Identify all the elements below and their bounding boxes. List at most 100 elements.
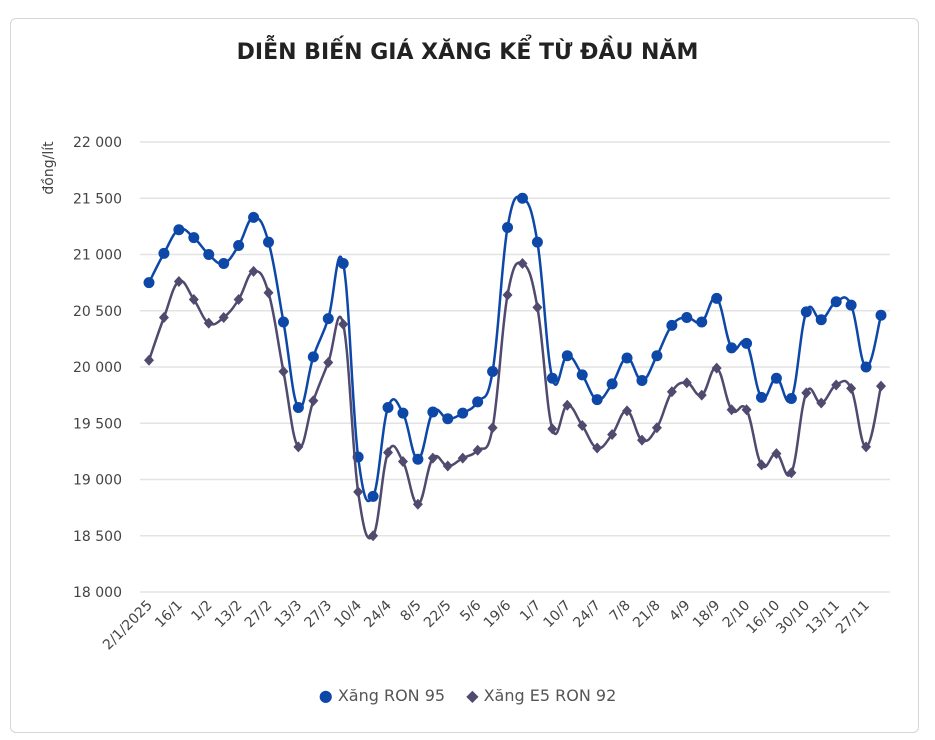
data-point bbox=[383, 447, 394, 458]
data-point bbox=[681, 312, 693, 323]
data-point bbox=[531, 236, 543, 248]
legend: ● Xăng RON 95 ◆ Xăng E5 RON 92 bbox=[0, 686, 935, 705]
data-point bbox=[666, 386, 677, 398]
data-point bbox=[323, 357, 334, 368]
data-point bbox=[741, 404, 752, 416]
data-point bbox=[263, 236, 275, 248]
x-tick-label: 27/2 bbox=[242, 598, 276, 632]
x-tick-label: 21/8 bbox=[630, 598, 664, 632]
x-tick-label: 13/2 bbox=[212, 598, 246, 632]
data-point bbox=[277, 316, 289, 328]
x-tick-label: 19/6 bbox=[481, 597, 515, 631]
legend-item-e5[interactable]: ◆ Xăng E5 RON 92 bbox=[466, 686, 616, 705]
data-point bbox=[861, 441, 872, 453]
data-point bbox=[562, 399, 573, 411]
data-point bbox=[815, 314, 827, 326]
data-point bbox=[516, 192, 528, 204]
data-point bbox=[741, 337, 753, 349]
data-point bbox=[427, 406, 439, 418]
data-point bbox=[218, 258, 230, 269]
data-point bbox=[845, 299, 857, 311]
data-point bbox=[382, 402, 394, 413]
data-point bbox=[756, 459, 767, 471]
data-point bbox=[203, 249, 215, 260]
data-point bbox=[576, 369, 588, 381]
data-point bbox=[188, 232, 200, 244]
data-point bbox=[367, 490, 379, 502]
data-point bbox=[875, 309, 887, 321]
data-point bbox=[726, 404, 737, 416]
data-point bbox=[577, 420, 588, 431]
y-tick-label: 20 000 bbox=[73, 360, 122, 376]
data-point bbox=[203, 317, 214, 329]
data-point bbox=[651, 422, 662, 434]
data-point bbox=[876, 380, 886, 392]
data-point bbox=[472, 444, 483, 456]
data-point bbox=[248, 211, 260, 223]
data-point bbox=[472, 396, 484, 408]
data-point bbox=[188, 294, 199, 305]
data-point bbox=[292, 402, 304, 413]
data-point bbox=[173, 224, 185, 236]
y-tick-label: 21 000 bbox=[73, 248, 122, 264]
data-point bbox=[263, 287, 274, 299]
data-point bbox=[322, 313, 334, 325]
y-tick-label: 19 000 bbox=[73, 473, 122, 489]
data-point bbox=[607, 429, 618, 440]
data-point bbox=[218, 312, 229, 323]
data-point bbox=[233, 240, 245, 251]
data-point bbox=[248, 265, 259, 277]
data-point bbox=[561, 350, 573, 362]
y-tick-label: 18 500 bbox=[73, 529, 122, 545]
legend-label: Xăng RON 95 bbox=[337, 686, 446, 705]
data-point bbox=[860, 361, 872, 373]
data-point bbox=[143, 277, 155, 289]
x-tick-label: 24/7 bbox=[570, 598, 604, 632]
data-point bbox=[621, 352, 633, 364]
data-point bbox=[711, 362, 722, 374]
data-point bbox=[636, 434, 647, 446]
chart-title: DIỄN BIẾN GIÁ XĂNG KỂ TỪ ĐẦU NĂM bbox=[236, 40, 699, 65]
data-point bbox=[412, 453, 424, 465]
data-point bbox=[696, 389, 707, 401]
data-point bbox=[636, 375, 648, 386]
data-point bbox=[337, 258, 349, 269]
x-tick-label: 22/5 bbox=[421, 598, 455, 632]
data-point bbox=[800, 306, 812, 318]
data-point bbox=[502, 289, 513, 301]
circle-marker-icon: ● bbox=[318, 686, 333, 705]
data-point bbox=[487, 422, 498, 434]
data-point bbox=[368, 530, 379, 542]
data-point bbox=[442, 460, 453, 472]
x-tick-label: 2/1/2025 bbox=[100, 598, 156, 654]
data-point bbox=[546, 372, 558, 384]
data-point bbox=[801, 387, 812, 399]
diamond-marker-icon: ◆ bbox=[466, 686, 479, 705]
data-point bbox=[517, 258, 528, 269]
data-point bbox=[681, 377, 692, 389]
y-tick-label: 22 000 bbox=[73, 135, 122, 151]
x-tick-label: 27/11 bbox=[833, 598, 873, 638]
data-point bbox=[293, 441, 304, 453]
data-point bbox=[711, 292, 723, 304]
x-tick-label: 13/3 bbox=[272, 598, 306, 632]
data-point bbox=[726, 342, 738, 354]
y-tick-label: 21 500 bbox=[73, 191, 122, 207]
data-point bbox=[770, 372, 782, 384]
x-tick-label: 16/1 bbox=[152, 598, 186, 632]
data-point bbox=[233, 294, 244, 305]
data-point bbox=[592, 442, 603, 454]
data-point bbox=[338, 318, 349, 330]
data-point bbox=[278, 366, 289, 377]
data-point bbox=[457, 407, 469, 419]
legend-item-ron95[interactable]: ● Xăng RON 95 bbox=[319, 686, 445, 705]
data-point bbox=[173, 276, 184, 287]
data-point bbox=[442, 413, 454, 425]
x-tick-label: 10/7 bbox=[541, 598, 575, 632]
data-point bbox=[397, 456, 408, 467]
data-point bbox=[696, 316, 708, 328]
data-point bbox=[487, 366, 499, 377]
x-tick-label: 10/4 bbox=[331, 597, 365, 631]
data-point bbox=[397, 407, 409, 419]
